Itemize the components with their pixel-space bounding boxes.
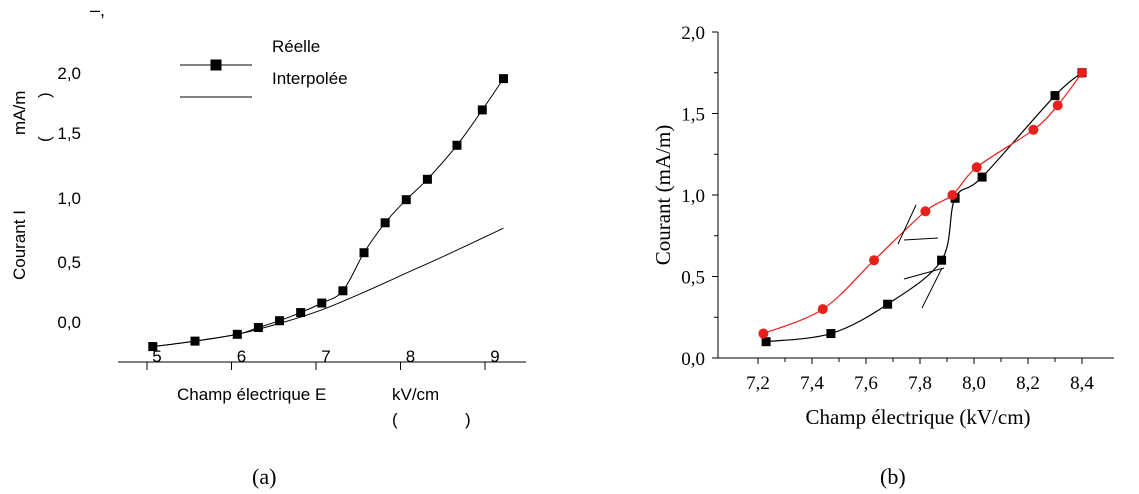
- panel-a-xlabel: Champ électrique E: [177, 385, 326, 404]
- panel-a-xunit-close-paren: ): [465, 410, 471, 429]
- series-black-point: [1050, 91, 1060, 101]
- panel-a-xunit-open-paren: (: [392, 410, 398, 429]
- panel-a-chart: –, 5 6 7 8 9 0,0 0,5 1,0 1,5 2,0 Réelle Interpol…: [10, 0, 526, 489]
- tangent-line-upper-steep: [897, 204, 917, 245]
- panel-b-x-tick-label: 7,6: [854, 373, 878, 394]
- panel-b-xlabel: Champ électrique (kV/cm): [805, 405, 1030, 429]
- series-reelle-point: [253, 323, 263, 333]
- series-red-point: [817, 304, 828, 315]
- panel-b-x-tick-label: 7,8: [908, 373, 932, 394]
- series-red-point: [971, 162, 982, 173]
- series-reelle-point: [317, 298, 327, 308]
- panel-a-y-tick-label: 1,0: [57, 189, 81, 208]
- panel-a-xunit: kV/cm: [392, 385, 439, 404]
- series-black-point: [977, 172, 987, 182]
- panel-a-x-tick-label: 8: [406, 347, 415, 366]
- panel-b-x-tick-label: 8,2: [1016, 373, 1040, 394]
- panel-a-yunit: mA/m: [10, 91, 29, 135]
- panel-b-y-tick-label: 1,0: [681, 186, 705, 207]
- panel-b-y-tick-label: 2,0: [681, 23, 705, 44]
- panel-a-y-tick-label: 0,0: [57, 313, 81, 332]
- series-reelle-point: [296, 308, 306, 318]
- panel-a-label: (a): [252, 464, 276, 489]
- panel-a-yunit-open-paren: (: [35, 136, 54, 142]
- series-interpolee-line: [152, 227, 504, 348]
- tangent-line-upper-shallow: [903, 237, 939, 241]
- series-black-point: [761, 337, 771, 347]
- panel-a-y-tick-label: 0,5: [57, 253, 81, 272]
- series-red-point: [1028, 124, 1039, 135]
- series-reelle-point: [338, 286, 348, 296]
- series-red-point: [920, 206, 931, 217]
- panel-a-legend: Réelle Interpolée: [180, 37, 348, 98]
- panel-a-ylabel: Courant I: [10, 210, 29, 280]
- legend-label-reelle: Réelle: [272, 37, 320, 56]
- series-reelle-point: [401, 195, 411, 205]
- panel-a-x-tick-label: 9: [490, 347, 499, 366]
- panel-b-y-tick-label: 0,5: [681, 268, 705, 289]
- panel-a-y-tick-label: 1,5: [57, 124, 81, 143]
- series-black-point: [883, 299, 893, 309]
- panel-a-x-tick-label: 5: [152, 347, 161, 366]
- series-red-point: [869, 255, 880, 266]
- panel-b-y-tick-label: 0,0: [681, 349, 705, 370]
- series-red-point: [758, 328, 769, 339]
- panel-b-x-tick-label: 7,4: [800, 373, 824, 394]
- panel-b-ylabel: Courant (mA/m): [651, 125, 675, 266]
- panel-b-x-tick-label: 7,2: [746, 373, 770, 394]
- series-reelle-point: [477, 105, 487, 115]
- tangent-line-lower-steep: [921, 267, 943, 309]
- series-red-line: [763, 72, 1083, 335]
- series-black-point: [826, 329, 836, 339]
- series-red-point: [1077, 67, 1087, 78]
- stray-mark: –,: [90, 0, 105, 20]
- series-reelle-point: [148, 342, 158, 352]
- series-reelle-point: [190, 336, 200, 346]
- panel-a-x-tick-label: 6: [237, 347, 246, 366]
- panel-b-chart: 7,2 7,4 7,6 7,8 8,0 8,2 8,4 0,0 0,5 1,0 1,5 2,0 Ch…: [651, 23, 1114, 489]
- series-red-point: [947, 190, 958, 200]
- series-red-point: [1052, 100, 1063, 111]
- series-reelle-point: [452, 140, 462, 150]
- series-black-point: [937, 255, 947, 265]
- series-reelle-point: [232, 329, 242, 339]
- panel-a-yunit-close-paren: ): [35, 92, 54, 98]
- legend-marker-reelle: [210, 59, 222, 71]
- series-reelle-point: [422, 174, 432, 184]
- series-reelle-point: [380, 218, 390, 228]
- series-reelle-point: [359, 248, 369, 258]
- tangent-line-lower-shallow: [903, 267, 945, 280]
- series-reelle-point: [275, 316, 285, 326]
- legend-label-interpolee: Interpolée: [272, 69, 348, 88]
- series-reelle-point: [498, 74, 508, 84]
- series-reelle-line: [152, 78, 504, 348]
- panel-b-y-tick-label: 1,5: [681, 105, 705, 126]
- panel-a-x-tick-label: 7: [321, 347, 330, 366]
- panel-b-label: (b): [880, 464, 906, 489]
- panel-a-y-tick-label: 2,0: [57, 64, 81, 83]
- panel-b-x-tick-label: 8,0: [962, 373, 986, 394]
- series-black-line: [766, 72, 1083, 343]
- tangent-lines: [897, 204, 945, 309]
- panel-b-x-tick-label: 8,4: [1070, 373, 1094, 394]
